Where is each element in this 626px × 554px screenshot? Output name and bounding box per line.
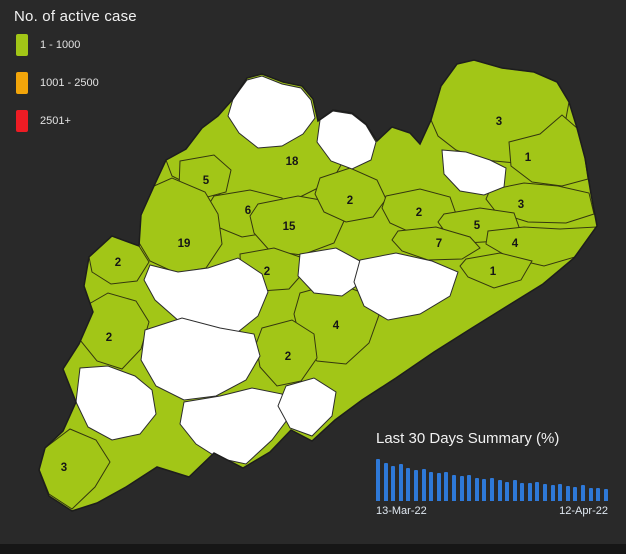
map-region-white-2[interactable]	[316, 110, 377, 170]
district-value-label: 5	[203, 175, 210, 187]
map-district-4[interactable]	[249, 195, 345, 256]
district-value-label: 1	[490, 266, 497, 278]
district-value-label: 3	[496, 116, 502, 128]
map-district-18[interactable]	[79, 292, 150, 370]
district-value-label: 19	[178, 238, 191, 250]
chart-bar[interactable]	[489, 477, 494, 501]
chart-bar[interactable]	[497, 480, 502, 501]
map-district-12[interactable]	[391, 226, 481, 261]
map-region-white-1[interactable]	[227, 75, 316, 149]
chart-bar[interactable]	[543, 484, 548, 501]
legend-swatch-orange	[16, 72, 28, 94]
chart-bar[interactable]	[421, 468, 426, 501]
bar-chart	[376, 459, 608, 501]
legend: 1 - 1000 1001 - 2500 2501+	[16, 34, 99, 148]
legend-label: 1 - 1000	[40, 39, 81, 51]
district-value-label: 2	[347, 195, 353, 207]
legend-label: 1001 - 2500	[40, 77, 99, 89]
chart-bar[interactable]	[467, 475, 472, 501]
chart-bar[interactable]	[573, 486, 578, 501]
district-value-label: 2	[416, 207, 422, 219]
district-value-label: 2	[115, 257, 121, 269]
district-value-label: 1	[525, 152, 532, 164]
legend-label: 2501+	[40, 115, 71, 127]
chart-bar[interactable]	[565, 485, 570, 501]
district-value-label: 7	[436, 238, 442, 250]
chart-bar[interactable]	[391, 465, 396, 501]
district-value-label: 2	[285, 351, 291, 363]
chart-bar[interactable]	[376, 459, 380, 501]
chart-bar[interactable]	[444, 472, 449, 501]
map-region-white-3[interactable]	[441, 149, 507, 196]
chart-bar[interactable]	[505, 481, 510, 501]
chart-bar[interactable]	[535, 482, 540, 501]
district-value-label: 5	[474, 220, 481, 232]
legend-swatch-green	[16, 34, 28, 56]
district-value-label: 15	[283, 221, 296, 233]
map-region-white-7[interactable]	[140, 317, 261, 401]
map-region-white-4[interactable]	[143, 257, 269, 333]
chart-bar[interactable]	[459, 476, 464, 501]
chart-bar[interactable]	[482, 479, 487, 501]
chart-bar[interactable]	[398, 464, 403, 501]
chart-bar[interactable]	[550, 485, 555, 501]
legend-item-high: 2501+	[16, 110, 99, 132]
chart-bar[interactable]	[581, 485, 586, 501]
window-bottom-edge	[0, 544, 626, 554]
chart-bar[interactable]	[413, 469, 418, 501]
chart-bar[interactable]	[436, 473, 441, 501]
chart-bar[interactable]	[429, 471, 434, 501]
page-title: No. of active case	[14, 8, 137, 25]
district-labels: 18 5 6 15 2 2 3 1 3 5 4 7 1 19 2 2 4 2 2…	[61, 116, 532, 474]
district-value-label: 4	[512, 238, 519, 250]
chart-bar[interactable]	[596, 488, 601, 501]
chart-bar[interactable]	[406, 467, 411, 501]
map-region-white-8[interactable]	[179, 387, 291, 465]
chart-bar[interactable]	[603, 489, 608, 501]
chart-bar[interactable]	[527, 483, 532, 501]
chart-bar[interactable]	[474, 477, 479, 501]
district-value-label: 3	[518, 199, 524, 211]
district-value-label: 2	[106, 332, 112, 344]
map-region-white-6[interactable]	[353, 252, 459, 321]
district-value-label: 4	[333, 320, 340, 332]
map-region-white-5[interactable]	[297, 247, 363, 297]
district-value-label: 3	[61, 462, 67, 474]
summary-chart-panel: Last 30 Days Summary (%) 13-Mar-22 12-Ap…	[376, 430, 608, 517]
map-district-5[interactable]	[314, 167, 387, 223]
chart-bar[interactable]	[588, 487, 593, 501]
district-value-label: 2	[264, 266, 270, 278]
map-district-13[interactable]	[459, 252, 533, 289]
chart-title: Last 30 Days Summary (%)	[376, 430, 560, 447]
legend-item-mid: 1001 - 2500	[16, 72, 99, 94]
chart-bar[interactable]	[383, 463, 388, 501]
chart-bar[interactable]	[558, 483, 563, 501]
map-region-white-10[interactable]	[277, 377, 337, 437]
axis-start-date: 13-Mar-22	[376, 505, 427, 517]
map-region-white-9[interactable]	[75, 365, 157, 441]
axis-end-date: 12-Apr-22	[559, 505, 608, 517]
district-value-label: 18	[286, 156, 299, 168]
legend-item-low: 1 - 1000	[16, 34, 99, 56]
state-outline	[38, 59, 598, 512]
district-value-label: 6	[245, 205, 251, 217]
chart-bar[interactable]	[520, 482, 525, 501]
chart-x-axis: 13-Mar-22 12-Apr-22	[376, 505, 608, 517]
chart-bar[interactable]	[451, 474, 456, 501]
legend-swatch-red	[16, 110, 28, 132]
map-district-14[interactable]	[137, 177, 223, 274]
chart-bar[interactable]	[512, 480, 517, 501]
